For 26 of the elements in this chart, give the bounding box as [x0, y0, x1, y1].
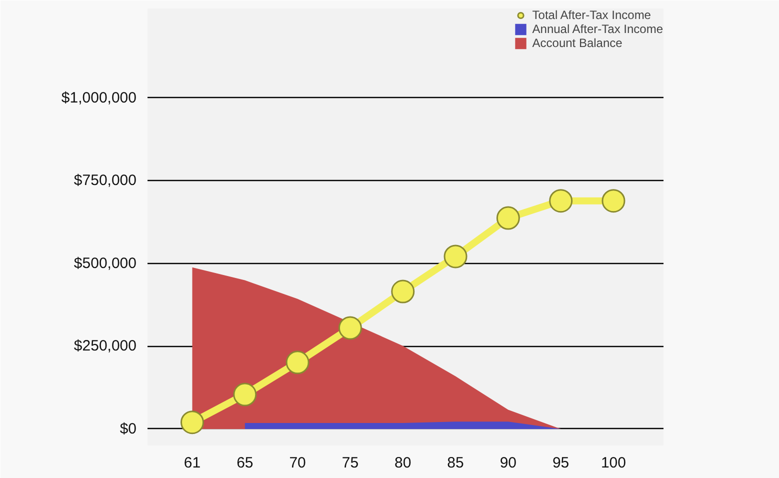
x-tick-label: 80 — [394, 454, 412, 472]
x-tick-label: 100 — [600, 454, 626, 472]
x-tick-label: 75 — [342, 454, 359, 472]
y-tick-label: $1,000,000 — [61, 89, 137, 106]
x-tick-label: 95 — [552, 454, 570, 472]
x-tick-label: 65 — [236, 454, 254, 472]
x-tick-label: 85 — [447, 454, 464, 472]
point — [286, 350, 310, 374]
y-tick-label: $0 — [120, 420, 137, 438]
x-tick-label: 70 — [289, 454, 306, 472]
x-tick-label: 61 — [184, 454, 201, 472]
point — [549, 189, 573, 213]
y-tick-label: $250,000 — [74, 338, 137, 355]
point — [496, 206, 520, 230]
x-tick-label: 90 — [500, 454, 517, 472]
y-tick-label: $500,000 — [74, 254, 137, 272]
point — [602, 189, 626, 213]
point — [444, 244, 468, 268]
point — [233, 382, 257, 406]
point — [180, 410, 204, 434]
y-tick-label: $750,000 — [74, 172, 137, 190]
point — [391, 280, 415, 304]
legend-label: Total After-Tax Income — [532, 8, 651, 22]
point — [338, 316, 362, 340]
legend-label: Annual After-Tax Income — [532, 22, 663, 36]
legend-label: Account Balance — [532, 36, 622, 50]
